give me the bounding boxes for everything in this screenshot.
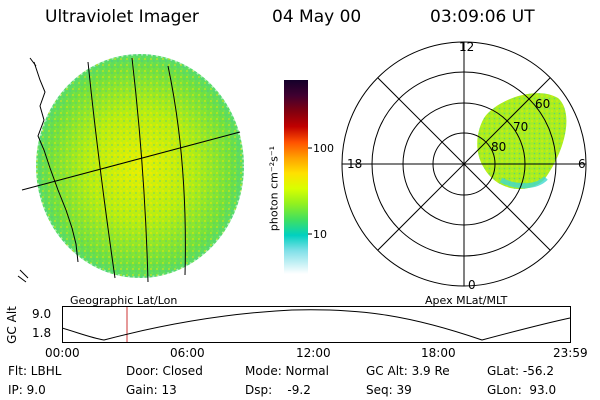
mlat-label-60: 60 xyxy=(535,97,551,111)
colorbar-tick-100: 100 xyxy=(313,142,334,155)
altitude-ytick-1-8: 1.8 xyxy=(32,326,52,340)
auroral-oval-image xyxy=(477,93,567,190)
instrument-title: Ultraviolet Imager xyxy=(45,7,199,27)
altitude-ylabel: GC Alt xyxy=(5,306,19,344)
mlt-label-12: 12 xyxy=(459,40,475,54)
geographic-label: Geographic Lat/Lon xyxy=(70,294,178,307)
info-gain: Gain: 13 xyxy=(126,383,177,397)
polar-label: Apex MLat/MLT xyxy=(425,294,508,307)
polar-grid xyxy=(341,41,587,287)
longitude-lines xyxy=(87,57,186,283)
info-seq: Seq: 39 xyxy=(366,383,412,397)
altitude-curve xyxy=(62,309,571,341)
info-dsp: Dsp: -9.2 xyxy=(245,383,311,397)
uv-disk-image xyxy=(34,52,246,280)
mlt-label-6: 6 xyxy=(578,157,586,171)
colorbar-tick-10: 10 xyxy=(313,228,327,241)
geographic-image-panel xyxy=(17,52,246,283)
latitude-line xyxy=(21,131,241,191)
altitude-xtick-0600: 06:00 xyxy=(170,346,205,360)
info-gc-alt: GC Alt: 3.9 Re xyxy=(366,364,450,378)
colorbar xyxy=(284,80,312,274)
altitude-xtick-1200: 12:00 xyxy=(296,346,331,360)
altitude-xtick-1800: 18:00 xyxy=(421,346,456,360)
time-label: 03:09:06 UT xyxy=(430,7,535,27)
altitude-xtick-0000: 00:00 xyxy=(45,346,80,360)
info-door: Door: Closed xyxy=(126,364,203,378)
coastline xyxy=(17,57,79,283)
mlat-label-80: 80 xyxy=(491,140,507,154)
info-glat: GLat: -56.2 xyxy=(487,364,554,378)
info-mode: Mode: Normal xyxy=(245,364,329,378)
colorbar-gradient xyxy=(284,80,308,274)
altitude-ytick-9: 9.0 xyxy=(32,307,52,321)
mlt-label-18: 18 xyxy=(347,157,363,171)
mlat-label-70: 70 xyxy=(513,120,529,134)
info-glon: GLon: 93.0 xyxy=(487,383,557,397)
colorbar-unit-label: photon cm⁻²s⁻¹ xyxy=(267,145,281,232)
date-label: 04 May 00 xyxy=(272,7,362,27)
polar-plot xyxy=(341,41,587,287)
altitude-xtick-2359: 23:59 xyxy=(553,346,588,360)
altitude-plot xyxy=(62,306,571,343)
info-filter: Flt: LBHL xyxy=(8,364,62,378)
info-ip: IP: 9.0 xyxy=(8,383,46,397)
mlt-label-0: 0 xyxy=(468,278,476,292)
